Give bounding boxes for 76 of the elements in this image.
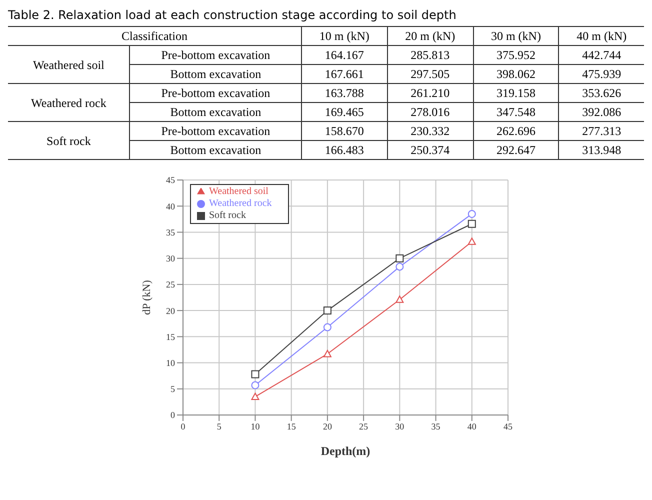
text: 353.626 [558, 84, 644, 102]
point [468, 238, 476, 245]
x-tick-label: 40 [467, 421, 477, 432]
x-tick-label: 20 [322, 421, 332, 432]
point [251, 370, 260, 378]
text: Pre-bottom excavation [130, 46, 302, 64]
y-axis-title: dP (kN) [140, 280, 153, 315]
point [396, 262, 404, 271]
text: 475.939 [558, 64, 644, 84]
point [251, 392, 260, 400]
point [396, 254, 404, 262]
point [396, 296, 404, 303]
legend-label: Soft rock [209, 210, 246, 221]
text: Bottom excavation [130, 140, 302, 160]
y-tick-label: 40 [166, 201, 176, 212]
y-tick-label: 20 [166, 306, 176, 316]
text: Weathered rock [8, 84, 130, 122]
y-tick-label: 35 [166, 227, 176, 238]
y-tick-label: 5 [170, 384, 176, 394]
y-tick-label: 15 [166, 332, 176, 342]
x-tick-label: 5 [216, 421, 222, 432]
text: 375.952 [473, 46, 559, 64]
text: 319.158 [473, 84, 559, 102]
text: Bottom excavation [130, 64, 302, 84]
x-tick-label: 45 [504, 421, 513, 432]
text: 164.167 [301, 46, 388, 64]
x-tick-label: 25 [359, 421, 369, 432]
text: 285.813 [387, 46, 474, 64]
text: 278.016 [387, 102, 474, 122]
text: 30 m (kN) [473, 26, 559, 46]
x-tick-label: 0 [180, 421, 186, 432]
x-tick-label: 35 [431, 421, 441, 432]
x-axis-title: Depth(m) [320, 444, 370, 458]
text: 20 m (kN) [387, 26, 474, 46]
text: 169.465 [301, 102, 388, 122]
y-tick-label: 0 [170, 410, 176, 420]
text: Classification [8, 26, 302, 46]
y-tick-label: 30 [166, 254, 176, 264]
text: Soft rock [8, 122, 130, 160]
text: 442.744 [558, 46, 644, 64]
text: 313.948 [558, 140, 644, 160]
text: Pre-bottom excavation [130, 84, 302, 102]
text: Pre-bottom excavation [130, 122, 302, 140]
x-tick-label: 30 [395, 421, 405, 432]
y-tick-label: 10 [166, 358, 176, 368]
text: Weathered soil [8, 46, 130, 84]
point [323, 323, 332, 332]
text: 167.661 [301, 64, 388, 84]
x-tick-label: 15 [286, 421, 296, 432]
text: 10 m (kN) [301, 26, 388, 46]
text: 163.788 [301, 84, 388, 102]
text: 292.647 [473, 140, 559, 160]
point [468, 210, 476, 218]
y-tick-label: 45 [166, 175, 176, 186]
text: 398.062 [473, 64, 559, 84]
text: 250.374 [387, 140, 474, 160]
point [251, 381, 260, 390]
text: 158.670 [301, 122, 388, 140]
x-tick-label: 10 [250, 421, 260, 432]
text: 230.332 [387, 122, 474, 140]
text: Table 2. Relaxation load at each construction stage according to soil depth [8, 8, 458, 22]
text: 297.505 [387, 64, 474, 84]
text: 347.548 [473, 102, 559, 122]
text: 40 m (kN) [558, 26, 644, 46]
point [323, 306, 332, 315]
legend-label: Weathered soil [209, 186, 268, 197]
text: 277.313 [558, 122, 644, 140]
text: 262.696 [473, 122, 559, 140]
point [468, 220, 476, 228]
text: 392.086 [558, 102, 644, 122]
text: 166.483 [301, 140, 388, 160]
legend-label: Weathered rock [209, 198, 272, 209]
point [323, 350, 332, 358]
text: 261.210 [387, 84, 474, 102]
text: Bottom excavation [130, 102, 302, 122]
y-tick-label: 25 [166, 280, 176, 290]
